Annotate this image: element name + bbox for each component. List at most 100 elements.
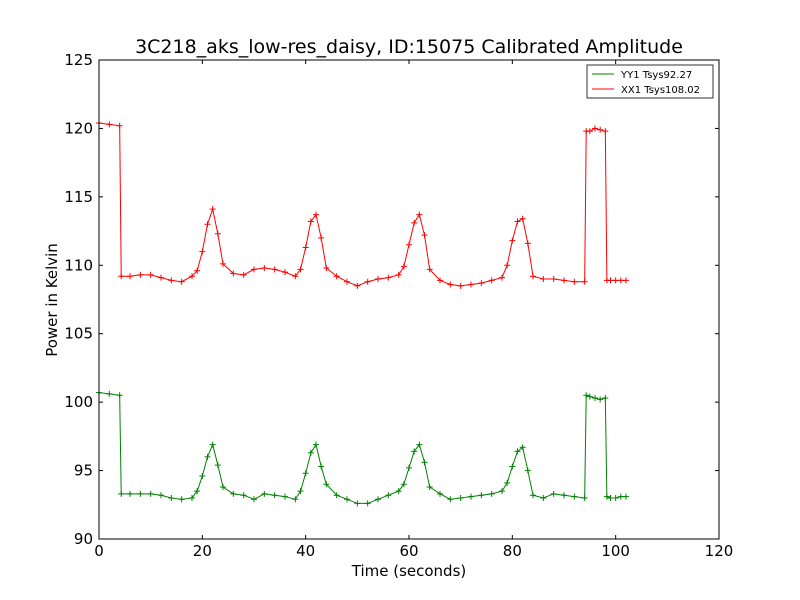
data-point-marker [540, 275, 547, 282]
data-point-marker [406, 241, 412, 248]
data-point-marker [127, 490, 133, 497]
data-point-marker [116, 122, 123, 129]
data-point-marker [364, 500, 371, 507]
data-point-marker [178, 496, 185, 503]
data-point-marker [375, 275, 381, 282]
data-point-marker [230, 270, 237, 277]
data-point-marker [118, 273, 125, 280]
y-tick-label: 90 [74, 530, 93, 548]
data-point-marker [189, 273, 195, 280]
data-point-marker [478, 280, 485, 287]
data-point-marker [240, 492, 247, 499]
data-point-marker [530, 273, 536, 280]
data-point-marker [602, 128, 609, 135]
data-point-marker [530, 492, 536, 499]
x-tick-label: 80 [503, 542, 522, 560]
y-tick-label: 115 [64, 188, 93, 206]
legend-label-xx1: XX1 Tsys108.02 [621, 85, 700, 96]
data-point-marker [168, 494, 175, 501]
y-tick-label: 100 [64, 393, 93, 411]
data-point-marker [292, 273, 299, 280]
x-tick-label: 120 [705, 542, 734, 560]
data-point-marker [302, 244, 309, 251]
data-point-marker [116, 392, 123, 399]
series-line [98, 122, 626, 287]
data-point-marker [421, 459, 428, 466]
data-point-marker [607, 494, 614, 501]
y-tick-label: 110 [64, 256, 93, 274]
data-point-marker [488, 277, 495, 284]
data-point-marker [204, 453, 211, 460]
data-point-marker [199, 248, 206, 255]
data-point-marker [344, 496, 350, 503]
data-point-marker [313, 441, 319, 448]
data-point-marker [509, 237, 516, 244]
data-point-marker [586, 393, 593, 400]
data-point-marker [282, 269, 288, 276]
data-point-marker [499, 488, 505, 495]
data-point-marker [499, 274, 505, 281]
data-point-marker [297, 488, 304, 495]
legend-entry-xx1: XX1 Tsys108.02 [592, 85, 700, 96]
data-point-marker [514, 218, 521, 225]
data-point-marker [313, 211, 319, 218]
data-point-marker [194, 488, 201, 495]
data-point-marker [194, 267, 201, 274]
data-point-marker [468, 493, 474, 500]
data-point-marker [333, 273, 340, 280]
data-point-marker [504, 479, 511, 486]
chart-title: 3C218_aks_low-res_daisy, ID:15075 Calibr… [135, 36, 683, 58]
y-axis-label: Power in Kelvin [43, 243, 61, 357]
data-point-marker [209, 206, 216, 213]
data-point-marker [519, 215, 526, 222]
data-point-marker [571, 493, 578, 500]
data-point-marker [400, 263, 407, 270]
data-point-marker [318, 234, 325, 241]
data-point-marker [623, 277, 629, 284]
data-point-marker [597, 396, 604, 403]
data-point-marker [602, 395, 609, 402]
data-point-marker [302, 470, 309, 477]
data-point-marker [282, 493, 288, 500]
data-point-marker [137, 271, 144, 278]
data-point-marker [297, 266, 304, 273]
data-point-marker [561, 492, 567, 499]
data-point-marker [406, 464, 412, 471]
data-point-marker [137, 490, 144, 497]
data-point-marker [457, 494, 464, 501]
data-point-marker [426, 483, 433, 490]
data-point-marker [519, 444, 526, 451]
data-point-marker [437, 277, 443, 284]
data-point-marker [168, 277, 175, 284]
data-point-marker [106, 121, 113, 128]
data-point-marker [189, 494, 195, 501]
data-point-marker [411, 448, 418, 455]
data-point-marker [416, 211, 423, 218]
data-point-marker [597, 126, 604, 133]
data-point-marker [411, 219, 418, 226]
data-point-marker [426, 266, 433, 273]
data-point-marker [214, 462, 221, 469]
data-point-marker [603, 493, 610, 500]
data-point-marker [385, 492, 392, 499]
data-point-marker [261, 490, 268, 497]
x-tick-label: 60 [399, 542, 418, 560]
data-point-marker [550, 275, 557, 282]
data-point-marker [199, 473, 206, 480]
data-point-marker [437, 490, 443, 497]
series-xx1 [96, 119, 629, 289]
data-point-marker [478, 492, 485, 499]
data-point-marker [307, 449, 314, 456]
data-point-marker [524, 467, 531, 474]
data-point-marker [375, 496, 381, 503]
data-point-marker [251, 496, 257, 503]
x-tick-label: 0 [94, 542, 104, 560]
data-point-marker [509, 463, 516, 470]
data-point-marker [118, 490, 125, 497]
data-point-marker [617, 277, 624, 284]
data-point-marker [106, 390, 113, 397]
data-point-marker [127, 273, 133, 280]
data-point-marker [550, 490, 557, 497]
x-tick-label: 100 [601, 542, 630, 560]
